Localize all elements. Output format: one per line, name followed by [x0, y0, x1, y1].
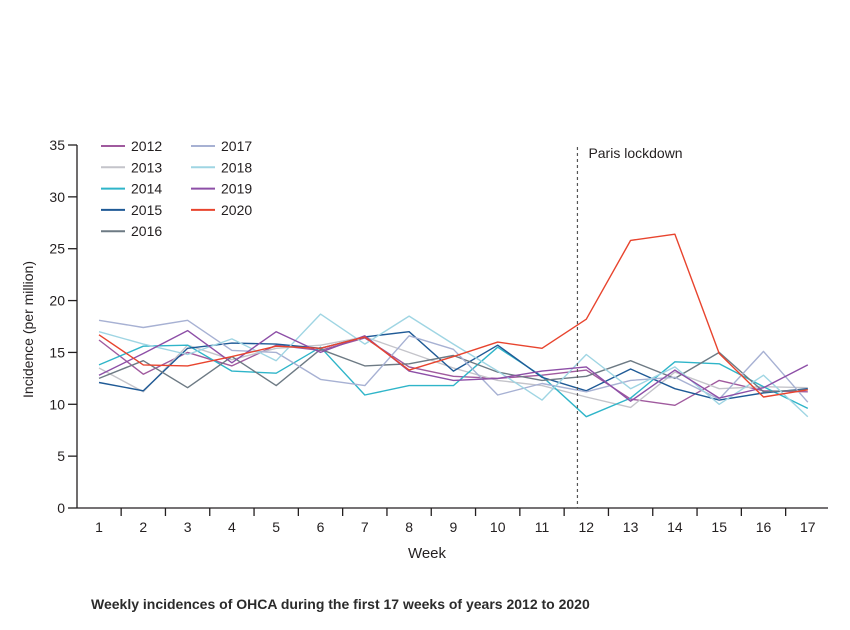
series-line-2018 — [98, 313, 809, 418]
series-line-2020 — [98, 233, 808, 398]
x-tick-label: 12 — [579, 519, 595, 535]
x-tick-label: 7 — [361, 519, 369, 535]
x-tick-label: 8 — [405, 519, 413, 535]
y-tick-label: 35 — [49, 137, 65, 153]
legend-label-2015: 2015 — [131, 202, 162, 218]
legend-label-2018: 2018 — [221, 159, 252, 175]
x-tick-label: 5 — [272, 519, 280, 535]
x-tick-label: 16 — [756, 519, 772, 535]
x-tick-label: 15 — [711, 519, 727, 535]
x-axis-title: Week — [408, 545, 447, 562]
y-tick-label: 0 — [57, 500, 65, 516]
x-tick-label: 17 — [800, 519, 816, 535]
lockdown-label: Paris lockdown — [588, 145, 682, 161]
x-tick-label: 10 — [490, 519, 506, 535]
series-line-2019 — [98, 329, 809, 402]
series-line-2012 — [98, 337, 808, 406]
series-line-2013 — [98, 336, 808, 409]
x-tick-label: 11 — [535, 519, 550, 535]
y-tick-label: 30 — [49, 189, 65, 205]
legend-label-2020: 2020 — [221, 202, 252, 218]
figure-caption: Weekly incidences of OHCA during the fir… — [91, 596, 590, 612]
y-tick-label: 15 — [49, 344, 65, 360]
legend-label-2014: 2014 — [131, 181, 162, 197]
chart-annotation: Paris lockdown — [576, 145, 683, 508]
x-tick-label: 3 — [184, 519, 192, 535]
x-tick-label: 9 — [450, 519, 458, 535]
y-axis-title: Incidence (per million) — [20, 261, 36, 398]
y-tick-label: 10 — [49, 396, 65, 412]
x-tick-label: 14 — [667, 519, 683, 535]
series-line-2017 — [98, 319, 809, 403]
x-tick-label: 6 — [317, 519, 325, 535]
legend-label-2017: 2017 — [221, 138, 252, 154]
y-tick-label: 25 — [49, 241, 65, 257]
legend-label-2019: 2019 — [221, 181, 252, 197]
x-tick-label: 13 — [623, 519, 639, 535]
y-tick-label: 20 — [49, 293, 65, 309]
legend-label-2016: 2016 — [131, 223, 162, 239]
legend-label-2012: 2012 — [131, 138, 162, 154]
series-line-2016 — [98, 348, 808, 393]
x-tick-label: 2 — [139, 519, 147, 535]
chart-series — [98, 233, 809, 418]
x-tick-label: 1 — [95, 519, 103, 535]
series-line-2014 — [98, 344, 809, 418]
legend-label-2013: 2013 — [131, 159, 162, 175]
chart-legend: 2012 2013 2014 2015 2016 2017 2018 2019 2020 — [101, 138, 252, 239]
y-tick-label: 5 — [57, 448, 65, 464]
x-tick-label: 4 — [228, 519, 236, 535]
